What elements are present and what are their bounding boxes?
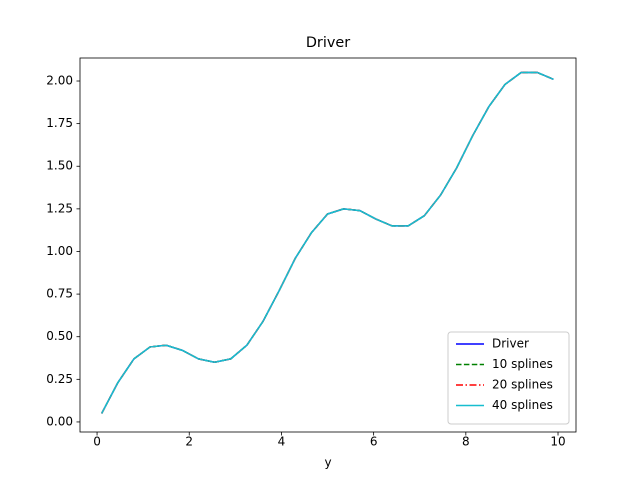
y-tick-label: 0.50 xyxy=(46,329,73,343)
y-tick-label: 2.00 xyxy=(46,74,73,88)
chart-title: Driver xyxy=(306,35,350,51)
legend-label: 10 splines xyxy=(492,357,553,371)
x-tick-label: 8 xyxy=(462,435,470,449)
legend-label: 40 splines xyxy=(492,398,553,412)
y-tick-label: 1.75 xyxy=(46,116,73,130)
series-line xyxy=(101,71,554,414)
y-tick-label: 0.25 xyxy=(46,372,73,386)
y-tick-label: 1.00 xyxy=(46,244,73,258)
legend-label: 20 splines xyxy=(492,378,553,392)
x-tick-label: 4 xyxy=(278,435,286,449)
x-tick-label: 0 xyxy=(93,435,101,449)
y-tick-label: 0.00 xyxy=(46,414,73,428)
legend-label: Driver xyxy=(492,337,529,351)
y-tick-label: 1.50 xyxy=(46,159,73,173)
x-tick-label: 10 xyxy=(550,435,565,449)
x-axis-label: y xyxy=(324,456,331,470)
x-tick-label: 2 xyxy=(185,435,193,449)
y-tick-label: 0.75 xyxy=(46,287,73,301)
x-tick-label: 6 xyxy=(370,435,378,449)
legend-box xyxy=(447,331,570,425)
y-tick-label: 1.25 xyxy=(46,201,73,215)
plot-frame xyxy=(79,57,577,433)
